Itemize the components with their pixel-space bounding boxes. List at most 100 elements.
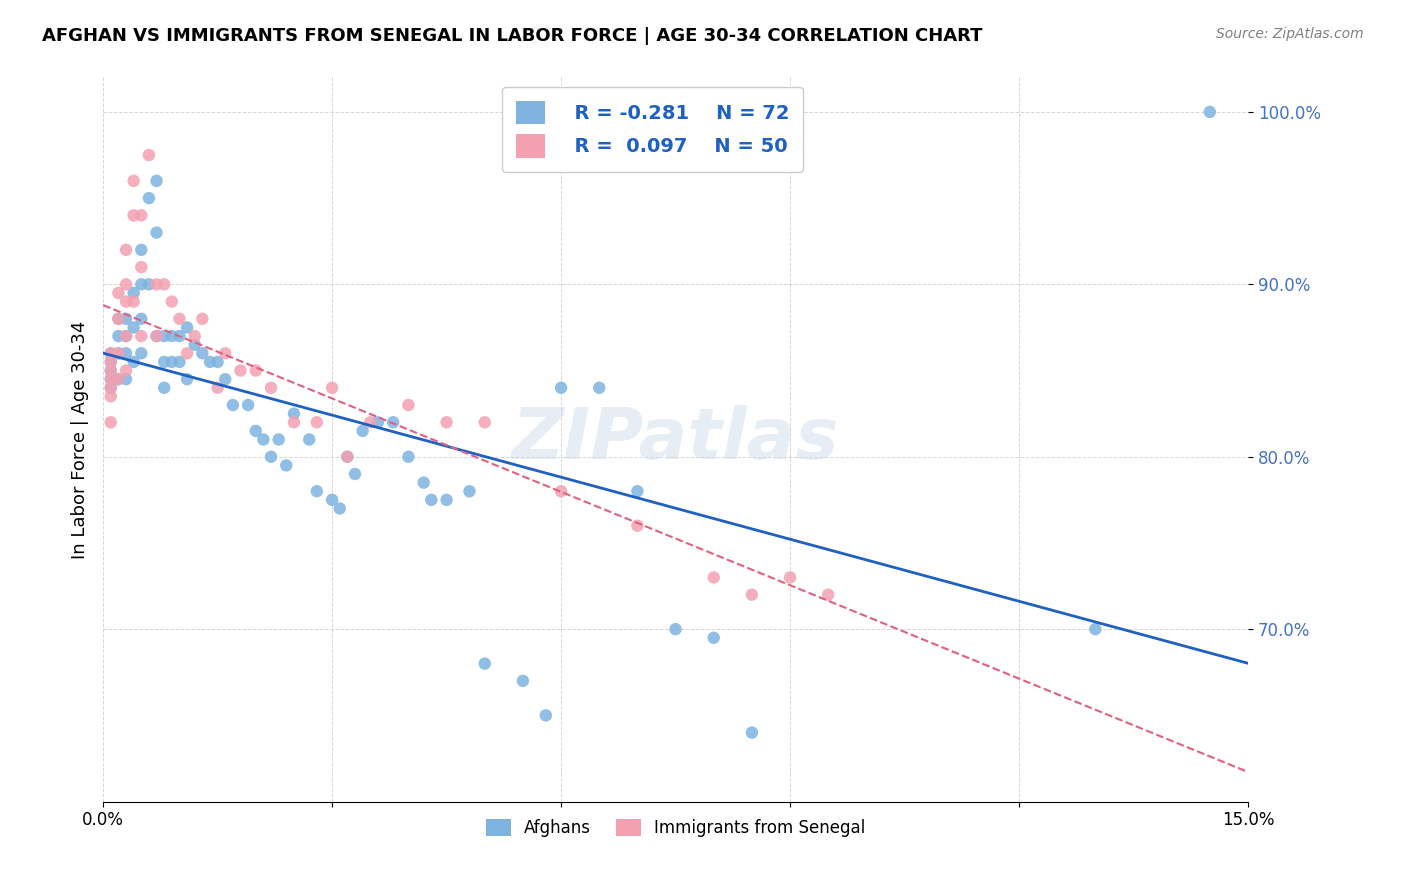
Point [436,492,458,507]
Point [138,148,160,162]
Point [100,372,122,386]
Point [741,588,763,602]
Point [626,518,648,533]
Point [100,372,122,386]
Point [129,260,152,274]
Point [298,433,321,447]
Point [283,407,305,421]
Point [122,285,145,300]
Point [176,320,198,334]
Point [458,484,481,499]
Point [100,355,122,369]
Point [169,355,191,369]
Point [664,622,686,636]
Point [160,294,183,309]
Point [703,570,725,584]
Text: ZIPatlas: ZIPatlas [512,405,839,474]
Y-axis label: In Labor Force | Age 30-34: In Labor Force | Age 30-34 [72,320,89,558]
Point [122,355,145,369]
Point [214,372,236,386]
Point [229,363,252,377]
Point [169,311,191,326]
Point [107,346,129,360]
Point [107,372,129,386]
Point [245,363,267,377]
Point [626,484,648,499]
Point [534,708,557,723]
Point [276,458,298,473]
Point [115,277,138,292]
Point [396,450,419,464]
Point [115,243,138,257]
Point [207,381,229,395]
Point [100,381,122,395]
Point [321,381,343,395]
Point [359,415,381,429]
Point [100,346,122,360]
Point [153,329,176,343]
Point [138,277,160,292]
Point [176,372,198,386]
Point [396,398,419,412]
Point [207,355,229,369]
Point [176,346,198,360]
Point [169,329,191,343]
Point [329,501,352,516]
Point [367,415,389,429]
Point [703,631,725,645]
Point [122,320,145,334]
Point [107,346,129,360]
Point [252,433,274,447]
Point [474,657,496,671]
Point [214,346,236,360]
Point [115,346,138,360]
Point [352,424,374,438]
Point [420,492,443,507]
Point [115,311,138,326]
Point [153,277,176,292]
Point [100,381,122,395]
Point [336,450,359,464]
Point [305,484,328,499]
Point [115,363,138,377]
Point [260,381,283,395]
Point [260,450,283,464]
Point [343,467,366,481]
Point [160,329,183,343]
Point [145,329,167,343]
Point [245,424,267,438]
Point [100,389,122,403]
Point [129,243,152,257]
Point [145,226,167,240]
Point [100,346,122,360]
Point [336,450,359,464]
Point [817,588,839,602]
Point [115,329,138,343]
Point [305,415,328,429]
Point [267,433,290,447]
Point [122,294,145,309]
Point [512,673,534,688]
Point [122,174,145,188]
Point [145,174,167,188]
Point [115,294,138,309]
Point [321,492,343,507]
Point [191,346,214,360]
Point [1084,622,1107,636]
Point [436,415,458,429]
Point [183,337,205,351]
Text: Source: ZipAtlas.com: Source: ZipAtlas.com [1216,27,1364,41]
Point [100,363,122,377]
Point [779,570,801,584]
Point [474,415,496,429]
Point [145,277,167,292]
Point [222,398,245,412]
Point [153,381,176,395]
Point [550,381,572,395]
Point [107,285,129,300]
Point [100,355,122,369]
Point [129,329,152,343]
Point [138,191,160,205]
Point [236,398,259,412]
Point [129,208,152,222]
